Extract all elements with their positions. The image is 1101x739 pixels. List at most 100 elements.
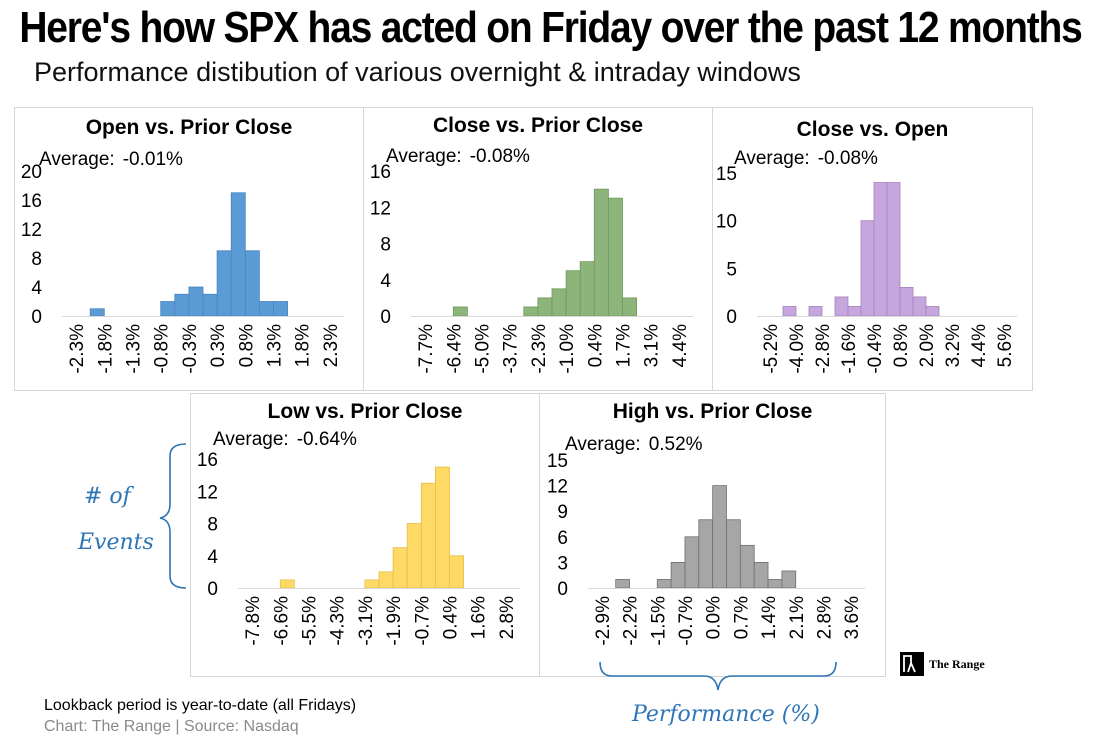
histogram-bar — [160, 301, 176, 317]
histogram-chart: 16 12 8 4 0 -7.7% -6.4% -5.0% -3.7% -2.3% -1.0% 0.4… — [370, 162, 693, 374]
x-tick-label: 1.8% — [293, 324, 314, 367]
y-tick-label: 12 — [547, 477, 568, 498]
x-tick-label: -1.5% — [648, 596, 669, 646]
y-tick-label: 0 — [31, 307, 42, 328]
x-tick-label: -0.7% — [412, 596, 433, 646]
y-tick-label: 15 — [547, 451, 568, 472]
histogram-bar — [912, 296, 927, 317]
y-axis-label-line1: # of — [84, 484, 131, 509]
chart-title: Close vs. Prior Close — [432, 114, 644, 137]
histogram-bar — [449, 555, 465, 589]
average-label: Average: — [213, 429, 289, 450]
x-tick-label: -2.8% — [813, 324, 834, 374]
y-tick-label: 12 — [21, 220, 42, 241]
x-tick-label: -1.3% — [124, 324, 145, 374]
y-tick-label: 6 — [557, 528, 568, 549]
average-readout: Average: -0.01% — [39, 149, 191, 171]
x-tick-label: 0.3% — [208, 324, 229, 367]
x-tick-label: 4.4% — [670, 324, 691, 367]
chart-title: Open vs. Prior Close — [85, 116, 293, 139]
histogram-bar — [434, 466, 450, 589]
histogram-bar — [406, 523, 422, 589]
y-tick-label: 12 — [197, 482, 218, 503]
left-brace — [159, 443, 187, 589]
x-tick-label: 2.0% — [917, 324, 938, 367]
x-tick-label: -0.4% — [865, 324, 886, 374]
histogram-bar — [834, 296, 849, 317]
average-label: Average: — [565, 434, 641, 455]
x-tick-label: -1.6% — [839, 324, 860, 374]
x-tick-label: 2.8% — [814, 596, 835, 639]
histogram-bar — [698, 519, 714, 589]
x-tick-label: 4.4% — [969, 324, 990, 367]
y-tick-label: 9 — [557, 502, 568, 523]
x-tick-label: 3.6% — [842, 596, 863, 639]
x-tick-label: -4.0% — [787, 324, 808, 374]
histogram-bar — [808, 306, 823, 317]
x-tick-label: -2.3% — [67, 324, 88, 374]
histogram-bar — [712, 485, 727, 589]
average-label: Average: — [39, 149, 115, 170]
x-tick-label: 2.8% — [497, 596, 518, 639]
histogram-bar — [452, 306, 468, 317]
y-tick-label: 4 — [207, 547, 218, 568]
x-tick-label: 1.4% — [759, 596, 780, 639]
histogram-bar — [89, 308, 105, 317]
y-tick-label: 0 — [207, 579, 218, 600]
histogram-bar — [202, 293, 218, 317]
histogram-chart: 20 16 12 8 4 0 -2.3% -1.8% -1.3% -0.8% -0.3% 0.3% 0.… — [21, 162, 344, 374]
histogram-bar — [216, 250, 232, 317]
histogram-bar — [726, 519, 741, 589]
average-readout: Average: 0.52% — [565, 434, 711, 456]
average-value: 0.52% — [648, 434, 703, 455]
histogram-bar — [551, 288, 567, 317]
average-readout: Average: -0.08% — [734, 148, 886, 170]
y-tick-label: 4 — [380, 271, 391, 292]
histogram-bar — [615, 579, 630, 589]
x-tick-label: 3.2% — [943, 324, 964, 367]
footer-lookback-note: Lookback period is year-to-date (all Fri… — [44, 697, 357, 714]
y-tick-label: 3 — [557, 553, 568, 574]
histogram-bar — [873, 182, 888, 317]
x-tick-label: 0.4% — [441, 596, 462, 639]
brand-logo-icon — [900, 652, 924, 676]
x-tick-label: 5.6% — [995, 324, 1016, 367]
x-tick-label: 2.1% — [787, 596, 808, 639]
y-tick-label: 4 — [31, 278, 42, 299]
histogram-bar — [767, 579, 783, 589]
histogram-bar — [579, 261, 595, 317]
histogram-bar — [273, 301, 289, 317]
histogram-bar — [258, 301, 274, 317]
histogram-bar — [244, 250, 260, 317]
page-title: Here's how SPX has acted on Friday over … — [19, 4, 1083, 53]
histogram-chart: 15 12 9 6 3 0 -2.9% -2.2% -1.5% -0.7% 0.0% 0.7% 1.4%… — [547, 451, 865, 646]
chart-panel-high-vs-prior-close: High vs. Prior Close Average: 0.52% 15 12 9… — [539, 393, 886, 677]
y-axis-annotation — [159, 443, 187, 589]
average-value: -0.08% — [817, 148, 878, 169]
histogram-bar — [523, 306, 539, 317]
chart-title: Close vs. Open — [796, 118, 949, 141]
histogram-bar — [670, 561, 686, 589]
average-value: -0.01% — [122, 149, 183, 170]
y-tick-label: 0 — [726, 307, 737, 328]
x-axis-label: Performance (%) — [632, 702, 820, 727]
histogram-bar — [753, 561, 769, 589]
x-tick-label: -3.7% — [501, 324, 522, 374]
x-tick-label: 0.8% — [891, 324, 912, 367]
chart-panel-low-vs-prior-close: Low vs. Prior Close Average: -0.64% 16 12 8… — [190, 393, 540, 677]
y-tick-label: 8 — [31, 249, 42, 270]
chart-panel-open-vs-prior-close: Open vs. Prior Close Average: -0.01% 20 16… — [14, 107, 364, 391]
average-label: Average: — [386, 146, 462, 167]
y-tick-label: 10 — [716, 212, 737, 233]
x-tick-label: -0.3% — [180, 324, 201, 374]
x-tick-label: -7.7% — [416, 324, 437, 374]
chart-title: Low vs. Prior Close — [267, 400, 463, 423]
histogram-bar — [188, 286, 204, 317]
x-tick-label: 0.0% — [704, 596, 725, 639]
y-tick-label: 20 — [21, 162, 42, 183]
histogram-bar — [925, 306, 940, 317]
brand-name: The Range — [929, 656, 985, 671]
x-tick-label: 1.7% — [614, 324, 635, 367]
bottom-brace — [599, 661, 837, 691]
x-tick-label: -2.2% — [621, 596, 642, 646]
